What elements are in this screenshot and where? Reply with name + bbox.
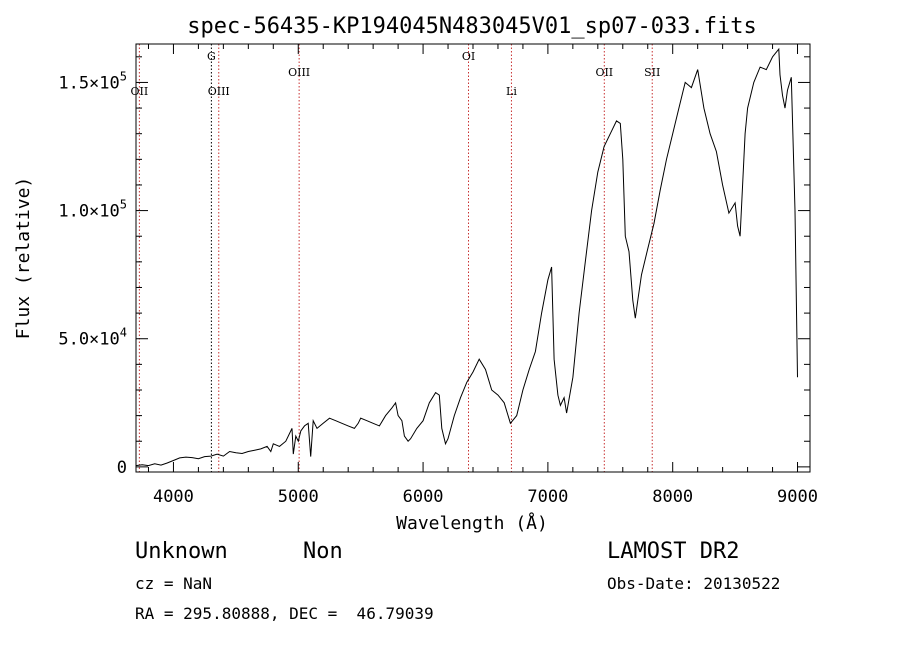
y-tick-label-exponent: 4 [120,326,127,340]
y-tick-label: 1.5×105 [58,69,127,93]
spectrum-series [135,47,798,467]
marker-label: G [207,50,216,63]
y-tick-label-base: 0 [117,458,127,478]
y-tick-label: 5.0×104 [58,326,127,350]
coordinates: RA = 295.80888, DEC = 46.79039 [135,604,434,623]
y-tick-label-base: 5.0×10 [58,330,119,350]
x-tick-label: 9000 [777,487,818,507]
x-axis-label: Wavelength (Å) [396,512,548,534]
observation-date: Obs-Date: 20130522 [607,574,781,593]
marker-label: OII [131,85,149,98]
object-class: Unknown [135,539,228,564]
marker-label: OI [462,50,475,63]
x-tick-label: 7000 [527,487,568,507]
x-axis: 4000 5000 6000 7000 8000 9000 [147,44,818,507]
redshift-value: cz = NaN [135,574,213,593]
y-tick-label-base: 1.5×10 [58,73,119,93]
chart-title: spec-56435-KP194045N483045V01_sp07-033.f… [187,14,757,39]
marker-label: SII [644,66,660,79]
y-tick-label: 0 [117,458,127,478]
x-tick-label: 5000 [278,487,319,507]
marker-label: OIII [288,66,310,79]
survey-name: LAMOST DR2 [607,539,740,564]
x-tick-label: 6000 [403,487,444,507]
spectral-line-markers: OII G OIII OIII OI Li OII SII [131,44,660,472]
spectrum-line [135,47,798,467]
marker-label: Li [506,85,517,98]
plot-frame [135,43,811,473]
y-tick-label: 1.0×105 [58,198,127,222]
x-tick-label: 4000 [153,487,194,507]
marker-label: OIII [208,85,230,98]
y-tick-label-exponent: 5 [120,198,127,212]
object-subclass: Non [303,539,343,564]
marker-label: OII [595,66,613,79]
x-tick-label: 8000 [652,487,693,507]
y-tick-label-exponent: 5 [120,69,127,83]
y-tick-label-base: 1.0×10 [58,202,119,222]
y-axis-label: Flux (relative) [13,177,34,340]
